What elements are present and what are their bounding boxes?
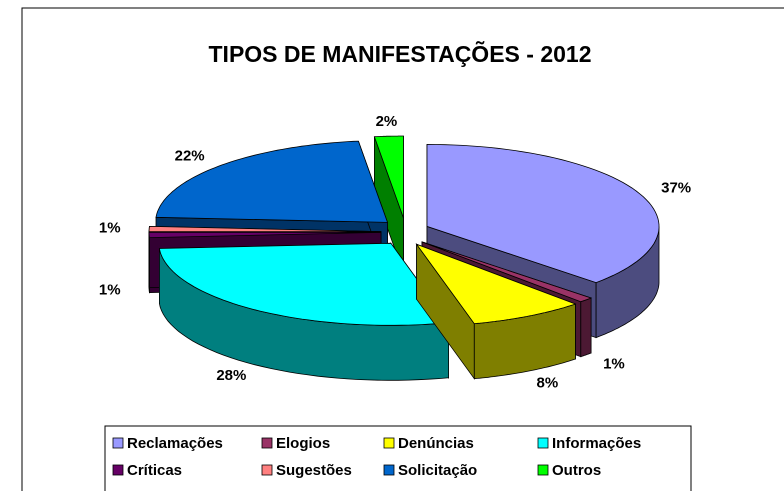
data-label: 1% [99,281,121,298]
legend-label: Sugestões [276,462,352,479]
slice [421,241,593,303]
legend-swatch [112,437,124,449]
slice [148,225,382,233]
slice [415,243,577,325]
data-label: 22% [175,148,205,165]
legend-label: Outros [552,462,601,479]
data-label: 1% [603,356,625,373]
legend-label: Críticas [127,462,182,479]
pie: 37% 1% 8% 28% 1% 1% 22% 2% [99,113,691,391]
legend-swatch [383,437,395,449]
legend-label: Elogios [276,435,330,452]
chart-title: TIPOS DE MANIFESTAÇÕES - 2012 [209,40,592,67]
slice-wall [580,297,592,358]
data-label: 28% [216,367,246,384]
slice [373,135,404,219]
data-label: 1% [99,220,121,237]
data-label: 8% [536,374,558,391]
slice [158,242,450,326]
legend-swatch [261,464,273,476]
slice [148,231,382,239]
legend-swatch [112,464,124,476]
slice [155,140,389,223]
data-label: 37% [661,179,691,196]
legend-swatch [383,464,395,476]
legend-swatch [261,437,273,449]
slice [426,143,660,284]
legend-box [104,425,692,491]
legend-swatch [537,464,549,476]
legend-label: Solicitação [398,462,477,479]
legend: Reclamações Elogios Denúncias Informações Cr… [112,435,641,479]
legend-label: Denúncias [398,435,474,452]
legend-label: Informações [552,435,641,452]
legend-label: Reclamações [127,435,223,452]
data-label: 2% [376,113,398,130]
slice-wall [148,232,150,294]
legend-swatch [537,437,549,449]
